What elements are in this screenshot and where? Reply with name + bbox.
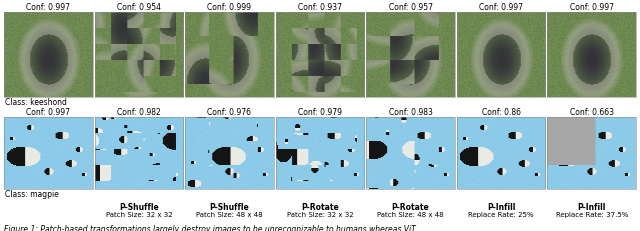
Text: Class: magpie: Class: magpie [5,189,59,198]
Text: Patch Size: 48 x 48: Patch Size: 48 x 48 [377,211,444,217]
Text: Figure 1: Patch-based transformations largely destroy images to be unrecognizabl: Figure 1: Patch-based transformations la… [4,224,416,231]
Bar [276,13,364,97]
Text: P-Infill: P-Infill [487,202,515,211]
Bar [185,118,274,189]
Bar [547,13,636,97]
Text: P-Infill: P-Infill [577,202,606,211]
Text: Patch Size: 32 x 32: Patch Size: 32 x 32 [106,211,172,217]
Text: Conf: 0.957: Conf: 0.957 [388,3,433,12]
Bar [95,118,183,189]
Text: Conf: 0.954: Conf: 0.954 [117,3,161,12]
Text: P-Rotate: P-Rotate [301,202,339,211]
Bar [185,13,274,97]
Text: Conf: 0.983: Conf: 0.983 [388,108,433,117]
Bar [366,118,455,189]
Text: Class: keeshond: Class: keeshond [5,97,67,106]
Text: Conf: 0.997: Conf: 0.997 [26,108,70,117]
Bar [276,118,364,189]
Text: Conf: 0.976: Conf: 0.976 [207,108,252,117]
Text: Conf: 0.979: Conf: 0.979 [298,108,342,117]
Text: Conf: 0.999: Conf: 0.999 [207,3,252,12]
Text: P-Shuffle: P-Shuffle [119,202,159,211]
Text: Conf: 0.997: Conf: 0.997 [570,3,614,12]
Bar [457,118,545,189]
Text: P-Shuffle: P-Shuffle [209,202,250,211]
Text: Patch Size: 32 x 32: Patch Size: 32 x 32 [287,211,353,217]
Text: Conf: 0.663: Conf: 0.663 [570,108,614,117]
Bar [366,13,455,97]
Text: Conf: 0.997: Conf: 0.997 [26,3,70,12]
Bar [4,13,93,97]
Bar [547,118,636,189]
Bar [457,13,545,97]
Text: Conf: 0.937: Conf: 0.937 [298,3,342,12]
Text: Conf: 0.86: Conf: 0.86 [482,108,521,117]
Text: P-Rotate: P-Rotate [392,202,429,211]
Bar [4,118,93,189]
Bar [95,13,183,97]
Text: Conf: 0.997: Conf: 0.997 [479,3,523,12]
Text: Replace Rate: 25%: Replace Rate: 25% [468,211,534,217]
Text: Conf: 0.982: Conf: 0.982 [117,108,161,117]
Text: Patch Size: 48 x 48: Patch Size: 48 x 48 [196,211,263,217]
Text: Replace Rate: 37.5%: Replace Rate: 37.5% [556,211,628,217]
